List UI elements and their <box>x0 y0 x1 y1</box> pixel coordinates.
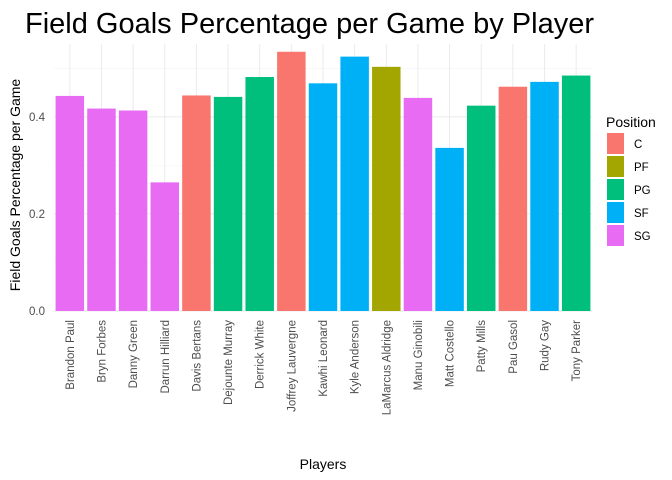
bar <box>403 97 433 311</box>
bar <box>372 66 401 311</box>
x-tick-label: Joffrey Lauvergne <box>286 320 298 412</box>
bar <box>498 86 528 311</box>
bars <box>55 51 591 312</box>
bar <box>55 95 85 311</box>
legend-swatch <box>607 179 624 200</box>
x-tick-label: Rudy Gay <box>540 320 552 371</box>
legend: Position C PF PG SF SG <box>606 114 656 246</box>
bar <box>308 83 338 312</box>
bar <box>213 96 243 311</box>
x-tick-label: Derrick White <box>255 320 267 389</box>
bar <box>561 75 591 312</box>
x-tick-label: Tony Parker <box>571 320 583 382</box>
legend-label: PG <box>634 185 651 197</box>
legend-swatch <box>607 133 624 154</box>
x-tick-label: Patty Mills <box>476 320 488 373</box>
x-tick-label: LaMarcus Aldridge <box>381 320 393 415</box>
y-tick-label: 0.4 <box>29 112 46 124</box>
x-tick-label: Brandon Paul <box>65 320 77 390</box>
legend-label: C <box>634 139 642 151</box>
x-tick-label: Dejounte Murray <box>223 320 235 405</box>
x-tick-label: Darrun Hilliard <box>160 320 172 394</box>
x-tick-label: Manu Ginobili <box>413 320 425 390</box>
legend-label: PF <box>634 162 649 174</box>
chart-title: Field Goals Percentage per Game by Playe… <box>25 8 594 40</box>
x-axis-title: Players <box>300 456 347 472</box>
y-axis-title: Field Goals Percentage per Game <box>7 79 23 292</box>
bar <box>150 182 180 311</box>
bar <box>277 51 306 311</box>
bar <box>87 108 116 311</box>
bar <box>530 81 559 312</box>
x-tick-label: Davis Bertans <box>191 320 203 392</box>
x-tick-label: Bryn Forbes <box>96 320 108 383</box>
legend-title: Position <box>606 114 656 130</box>
x-tick-label: Pau Gasol <box>508 320 520 374</box>
bar <box>245 77 274 311</box>
x-tick-label: Kyle Anderson <box>350 320 362 394</box>
bar <box>182 95 211 311</box>
x-tick-label: Danny Green <box>128 320 140 388</box>
bar <box>466 105 496 311</box>
bar <box>118 110 148 312</box>
y-tick-label: 0.0 <box>29 306 45 318</box>
bar <box>340 56 369 311</box>
y-axis-ticks: 0.0 0.2 0.4 <box>29 112 46 318</box>
legend-label: SG <box>634 231 651 243</box>
legend-swatch <box>607 156 624 177</box>
x-axis-ticks: Brandon Paul Bryn Forbes Danny Green Darrun… <box>65 320 583 415</box>
legend-swatch <box>607 202 624 223</box>
y-tick-label: 0.2 <box>29 209 45 221</box>
bar <box>435 147 464 311</box>
x-tick-label: Matt Costello <box>445 320 457 387</box>
x-tick-label: Kawhi Leonard <box>318 320 330 397</box>
legend-label: SF <box>634 208 649 220</box>
legend-swatch <box>607 225 624 246</box>
